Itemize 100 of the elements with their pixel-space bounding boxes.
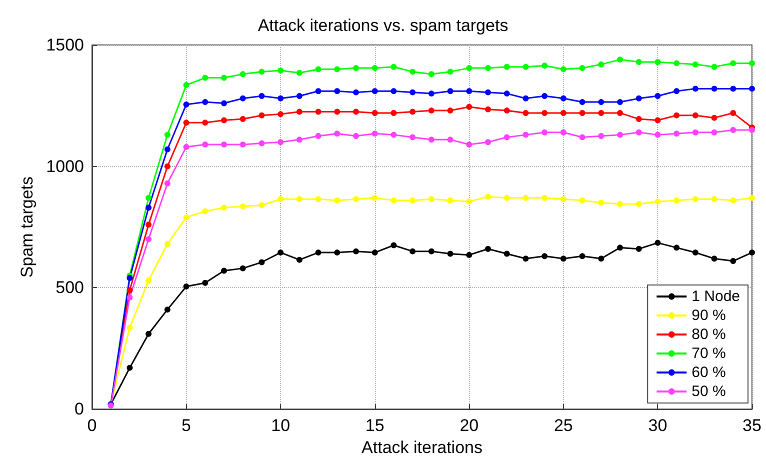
point <box>296 108 302 115</box>
point <box>485 65 491 72</box>
point <box>504 134 510 140</box>
legend-label: 90 % <box>692 307 726 324</box>
point <box>164 132 170 138</box>
y-tick-label: 1000 <box>46 156 84 176</box>
point <box>146 330 152 337</box>
point <box>598 99 604 106</box>
point <box>692 112 698 118</box>
point <box>126 324 133 331</box>
point <box>617 99 623 106</box>
point <box>730 86 736 92</box>
point <box>353 89 359 96</box>
point <box>428 108 434 114</box>
point <box>466 65 472 72</box>
point <box>202 120 208 126</box>
point <box>278 139 284 146</box>
point <box>636 116 642 122</box>
point <box>692 196 698 202</box>
point <box>146 277 152 284</box>
point <box>221 74 227 81</box>
point <box>504 108 510 114</box>
y-tick-label: 1500 <box>46 36 84 54</box>
point <box>674 88 680 94</box>
point <box>711 196 718 202</box>
point <box>447 68 454 75</box>
point <box>278 250 284 256</box>
point <box>598 200 604 206</box>
point <box>353 108 359 115</box>
point <box>579 65 586 72</box>
point <box>749 194 755 201</box>
point <box>598 256 604 262</box>
point <box>542 92 548 99</box>
point <box>617 56 623 63</box>
point <box>315 196 322 202</box>
point <box>126 294 133 300</box>
point <box>542 129 548 136</box>
point <box>278 95 284 102</box>
x-tick-label: 20 <box>460 416 479 436</box>
point <box>522 132 529 138</box>
point <box>390 242 397 248</box>
point <box>183 284 190 290</box>
point <box>221 268 227 274</box>
point <box>598 133 604 140</box>
point <box>636 129 642 136</box>
point <box>730 258 736 264</box>
point <box>560 66 566 72</box>
point <box>674 197 680 204</box>
point <box>164 180 170 186</box>
point <box>240 71 246 78</box>
point <box>372 65 378 72</box>
point <box>240 203 246 210</box>
point <box>258 140 265 146</box>
point <box>278 111 284 118</box>
point <box>164 163 170 170</box>
point <box>504 64 510 70</box>
point <box>296 256 302 263</box>
point <box>258 202 265 208</box>
x-tick-label: 5 <box>182 416 192 436</box>
legend-label: 80 % <box>692 326 726 343</box>
point <box>560 256 566 262</box>
point <box>278 196 284 202</box>
point <box>579 134 586 140</box>
point <box>636 200 642 207</box>
point <box>674 130 680 137</box>
point <box>730 197 736 204</box>
point <box>711 86 718 92</box>
x-tick-label: 10 <box>271 416 290 436</box>
x-tick-label: 30 <box>648 416 668 436</box>
point <box>428 71 434 78</box>
point <box>390 110 397 116</box>
point <box>617 110 623 116</box>
point <box>636 58 642 65</box>
point <box>466 104 472 110</box>
point <box>390 64 397 70</box>
point <box>504 90 510 97</box>
point <box>485 194 491 200</box>
point <box>617 244 623 251</box>
point <box>315 133 322 140</box>
point <box>730 126 736 133</box>
point <box>504 250 510 257</box>
point <box>485 106 491 112</box>
y-tick-label: 500 <box>56 278 84 298</box>
point <box>126 275 133 282</box>
x-axis-title: Attack iterations <box>362 438 482 457</box>
point <box>428 248 434 254</box>
point <box>183 101 190 108</box>
point <box>579 99 586 106</box>
point <box>428 196 434 202</box>
point <box>183 144 190 150</box>
point <box>146 194 152 201</box>
point <box>692 250 698 256</box>
point <box>372 130 378 137</box>
point <box>183 120 190 126</box>
point <box>542 62 548 69</box>
point <box>315 108 322 115</box>
x-tick-label: 15 <box>365 416 384 436</box>
point <box>221 100 227 106</box>
point <box>654 240 661 246</box>
point <box>654 198 661 205</box>
